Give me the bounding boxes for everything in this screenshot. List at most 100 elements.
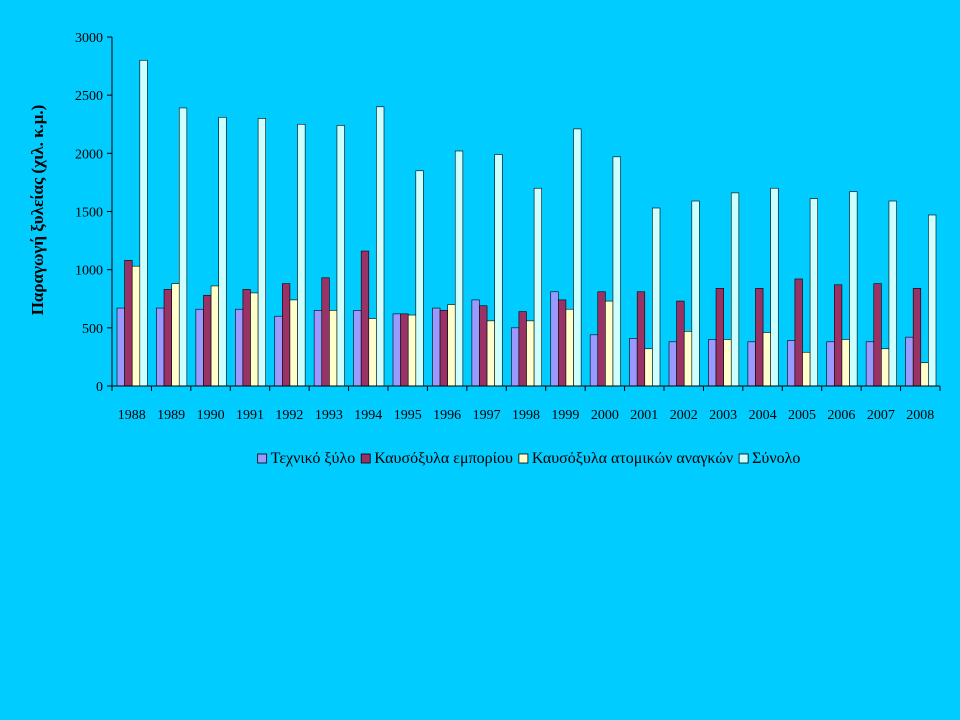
bar — [178, 107, 188, 387]
bar — [494, 154, 503, 387]
x-tick-label: 1999 — [551, 408, 579, 423]
bar — [881, 348, 890, 387]
bar — [471, 299, 480, 387]
bar — [407, 314, 417, 387]
bar — [605, 300, 614, 387]
bar — [297, 123, 306, 387]
bar — [242, 289, 251, 387]
bar — [131, 265, 141, 387]
x-tick-label: 2002 — [670, 408, 698, 423]
y-axis-title: Παραγωγή ξυλείας (χιλ. κ.μ.) — [28, 105, 47, 316]
bar — [873, 283, 882, 387]
x-tick-label: 2007 — [867, 408, 895, 423]
y-tick-label: 1000 — [75, 264, 103, 279]
y-axis: 0 500 1000 1500 2000 2500 3000 — [75, 31, 113, 395]
bar — [368, 318, 377, 387]
bar — [203, 294, 212, 387]
bar — [282, 283, 291, 387]
x-tick-label: 1990 — [197, 408, 225, 423]
bar — [250, 292, 259, 387]
bar — [597, 291, 606, 387]
bar — [668, 341, 677, 387]
bar — [683, 331, 693, 387]
bar — [841, 339, 850, 387]
legend-swatch — [257, 453, 268, 464]
bar — [888, 200, 897, 387]
bar — [171, 283, 180, 387]
bar — [447, 304, 456, 387]
bar — [329, 310, 338, 387]
x-tick-label: 2005 — [788, 408, 816, 423]
legend-label: Καυσόξυλα εμπορίου — [374, 450, 513, 467]
legend-item: Σύνολο — [738, 450, 800, 467]
x-tick-label: 1991 — [236, 408, 264, 423]
x-tick-label: 1993 — [315, 408, 343, 423]
legend-label: Σύνολο — [752, 450, 800, 467]
bar — [865, 341, 875, 387]
bar — [834, 284, 843, 387]
x-tick-label: 2006 — [827, 408, 855, 423]
bar — [708, 339, 717, 387]
bar — [526, 320, 535, 387]
legend-swatch — [738, 453, 749, 464]
bar — [723, 339, 732, 387]
x-tick-label: 2004 — [749, 408, 777, 423]
bar — [794, 278, 803, 387]
bar — [573, 128, 582, 387]
bar — [510, 327, 520, 387]
bar — [432, 307, 441, 387]
x-tick-label: 1998 — [512, 408, 540, 423]
bar — [912, 287, 922, 387]
bar — [565, 308, 574, 387]
bar — [747, 341, 756, 387]
y-tick-label: 1500 — [75, 206, 103, 221]
bar — [558, 299, 567, 387]
bar — [415, 170, 424, 387]
bar — [479, 305, 488, 387]
bar — [826, 341, 835, 387]
bar — [139, 59, 148, 387]
bar — [715, 287, 724, 387]
y-tick-label: 2500 — [75, 89, 103, 104]
bar — [439, 310, 448, 387]
bar — [235, 308, 244, 387]
bar — [786, 340, 796, 387]
x-tick-label: 1996 — [433, 408, 461, 423]
x-axis: 1988 1989 1990 1991 1992 1993 1994 1995 1996 1997… — [111, 385, 941, 423]
legend-item: Καυσόξυλα εμπορίου — [360, 450, 513, 467]
legend-swatch — [518, 453, 529, 464]
x-tick-label: 1997 — [473, 408, 501, 423]
y-tick-label: 3000 — [75, 31, 103, 46]
bar — [762, 332, 771, 387]
x-tick-label: 1992 — [275, 408, 303, 423]
y-tick-label: 500 — [82, 322, 103, 337]
y-tick-label: 0 — [96, 380, 103, 395]
x-tick-label: 2000 — [591, 408, 619, 423]
bar — [210, 285, 219, 387]
bar — [392, 313, 401, 387]
bar — [257, 118, 267, 387]
bar — [218, 116, 227, 387]
bar — [454, 150, 464, 387]
legend-label: Τεχνικό ξύλο — [271, 450, 356, 467]
x-tick-label: 2003 — [709, 408, 737, 423]
bar — [195, 308, 204, 387]
bar — [612, 156, 621, 387]
bar — [156, 307, 165, 387]
bar — [313, 310, 323, 387]
bar — [770, 187, 779, 387]
bar — [676, 300, 685, 387]
bar — [629, 338, 638, 387]
bar — [905, 336, 914, 387]
x-tick-label: 1988 — [118, 408, 146, 423]
bars — [116, 59, 937, 387]
x-tick-label: 2001 — [630, 408, 658, 423]
bar — [376, 106, 385, 387]
x-tick-label: 1994 — [354, 408, 382, 423]
legend-swatch — [360, 453, 371, 464]
legend-item: Τεχνικό ξύλο — [257, 450, 356, 467]
bar — [652, 207, 661, 387]
bar — [116, 307, 125, 387]
x-tick-label: 2008 — [906, 408, 934, 423]
